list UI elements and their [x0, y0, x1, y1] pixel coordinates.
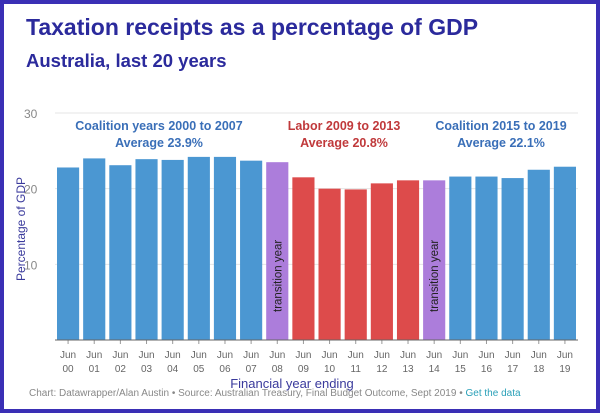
chart-title: Taxation receipts as a percentage of GDP [26, 14, 479, 40]
x-tick-label-month: Jun [374, 350, 390, 361]
annotation-1: Average 23.9% [115, 136, 203, 150]
x-tick-label-year: 13 [402, 364, 414, 375]
x-tick-label-year: 10 [324, 364, 336, 375]
x-tick-label-month: Jun [400, 350, 416, 361]
annotation-3: Coalition 2015 to 2019 [435, 119, 566, 133]
bar-jun-08 [266, 162, 289, 340]
x-tick-label-year: 11 [351, 364, 362, 375]
x-tick-label-month: Jun [531, 350, 547, 361]
bar-jun-00 [57, 167, 80, 340]
bar-jun-17 [501, 178, 524, 340]
bar-jun-03 [135, 159, 158, 340]
x-tick-label-year: 05 [193, 364, 205, 375]
bar-jun-14 [423, 180, 446, 340]
x-tick-label-year: 18 [533, 364, 545, 375]
bar-jun-04 [161, 159, 184, 340]
x-tick-label-year: 03 [141, 364, 153, 375]
bar-jun-18 [527, 169, 550, 340]
bar-jun-19 [553, 166, 576, 340]
x-tick-label-year: 02 [115, 364, 127, 375]
x-axis-label: Financial year ending [230, 376, 354, 391]
bar-jun-06 [213, 156, 237, 340]
bar-jun-07 [240, 160, 263, 340]
annotation-2: Average 20.8% [300, 136, 388, 150]
bar-jun-09 [292, 177, 315, 340]
bar-jun-11 [344, 189, 367, 340]
x-tick-label-month: Jun [191, 350, 207, 361]
y-axis-label: Percentage of GDP [14, 177, 28, 281]
x-tick-label-month: Jun [348, 350, 364, 361]
x-tick-label-month: Jun [452, 350, 468, 361]
x-tick-label-year: 07 [246, 364, 258, 375]
x-tick-label-month: Jun [243, 350, 259, 361]
x-tick-label-year: 01 [89, 364, 101, 375]
x-tick-label-month: Jun [86, 350, 102, 361]
x-tick-label-year: 09 [298, 364, 310, 375]
bar-jun-16 [475, 176, 498, 340]
annotation-3: Average 22.1% [457, 136, 545, 150]
x-tick-label-month: Jun [112, 350, 128, 361]
y-tick-label: 20 [24, 183, 38, 197]
y-tick-label: 30 [24, 107, 38, 121]
bar-jun-05 [187, 156, 210, 340]
annotation-2: Labor 2009 to 2013 [288, 119, 401, 133]
y-tick-label: 10 [24, 258, 38, 272]
x-tick-label-year: 14 [429, 364, 441, 375]
x-tick-label-month: Jun [557, 350, 573, 361]
get-the-data-link[interactable]: Get the data [465, 388, 521, 399]
x-tick-label-year: 00 [63, 364, 75, 375]
x-tick-label-month: Jun [217, 350, 233, 361]
x-tick-label-year: 19 [559, 364, 571, 375]
x-tick-label-year: 06 [219, 364, 231, 375]
bar-jun-02 [109, 165, 132, 340]
x-tick-label-year: 15 [455, 364, 467, 375]
x-tick-label-year: 08 [272, 364, 284, 375]
chart-subtitle: Australia, last 20 years [26, 50, 227, 71]
x-tick-label-year: 04 [167, 364, 179, 375]
bar-jun-10 [318, 188, 341, 340]
x-tick-label-month: Jun [138, 350, 154, 361]
annotation-1: Coalition years 2000 to 2007 [75, 119, 242, 133]
footer: Chart: Datawrapper/Alan Austin • Source:… [29, 388, 521, 399]
transition-year-label: transition year [429, 240, 441, 312]
x-tick-label-month: Jun [165, 350, 181, 361]
bar-jun-15 [449, 176, 472, 340]
x-tick-label-month: Jun [60, 350, 76, 361]
bar-jun-12 [370, 183, 393, 340]
x-tick-label-month: Jun [505, 350, 521, 361]
x-tick-label-year: 16 [481, 364, 493, 375]
footer-credit: Chart: Datawrapper/Alan Austin • Source:… [29, 388, 466, 399]
x-tick-label-month: Jun [426, 350, 442, 361]
x-tick-label-month: Jun [322, 350, 338, 361]
bar-jun-01 [83, 158, 106, 340]
x-tick-label-month: Jun [295, 350, 311, 361]
x-tick-label-month: Jun [269, 350, 285, 361]
transition-year-label: transition year [272, 240, 284, 312]
x-tick-label-year: 12 [376, 364, 388, 375]
x-tick-label-month: Jun [478, 350, 494, 361]
bar-chart: 10 20 30 Percentage of GDP Jun 00 Jun 01 Jun 02 Ju… [14, 107, 578, 391]
x-tick-label-year: 17 [507, 364, 519, 375]
bar-jun-13 [396, 180, 420, 340]
